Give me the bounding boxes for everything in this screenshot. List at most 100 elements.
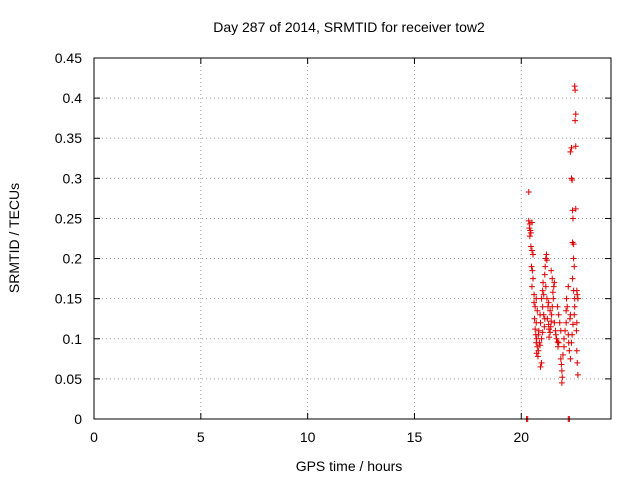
data-point [559, 374, 566, 381]
data-point [557, 355, 564, 362]
data-point [572, 143, 579, 150]
data-point [563, 307, 570, 314]
data-point [569, 207, 576, 214]
y-tick-label: 0.4 [63, 90, 83, 106]
y-tick-labels: 0 0.05 0.1 0.15 0.2 0.25 0.3 0.35 0.4 0.45 [55, 50, 82, 427]
data-point [574, 371, 581, 378]
data-point [547, 323, 554, 330]
data-point [570, 255, 577, 262]
data-point [538, 359, 545, 366]
data-point [570, 241, 577, 248]
data-point [558, 367, 565, 374]
data-point [535, 331, 542, 338]
data-point [572, 111, 579, 118]
data-point [562, 327, 569, 334]
data-point [553, 335, 560, 342]
data-point [541, 271, 548, 278]
data-point [539, 303, 546, 310]
data-point [569, 275, 576, 282]
data-point [538, 295, 545, 302]
data-point [530, 275, 537, 282]
data-point [574, 291, 581, 298]
data-point [540, 311, 547, 318]
y-tick-label: 0.15 [55, 291, 82, 307]
data-point [549, 303, 556, 310]
data-point [532, 326, 539, 333]
data-point [567, 355, 574, 362]
data-point [573, 319, 580, 326]
data-point [551, 279, 558, 286]
data-point [548, 311, 555, 318]
data-point [559, 351, 566, 358]
data-point [573, 327, 580, 334]
data-point [531, 299, 538, 306]
data-point [568, 339, 575, 346]
data-point [571, 311, 578, 318]
data-point [569, 321, 576, 328]
data-point [525, 217, 532, 224]
plot-frame [93, 57, 612, 420]
data-point [548, 267, 555, 274]
data-point [574, 359, 581, 366]
data-point [571, 303, 578, 310]
y-tick-label: 0.45 [55, 50, 82, 66]
data-point [529, 267, 536, 274]
data-point [531, 291, 538, 298]
y-tick-label: 0.05 [55, 371, 82, 387]
data-point [571, 263, 578, 270]
data-point [537, 342, 544, 349]
y-tick-label: 0 [74, 411, 82, 427]
data-point [547, 307, 554, 314]
data-point [569, 176, 576, 183]
data-point [528, 247, 535, 254]
data-point [539, 329, 546, 336]
data-point [540, 291, 547, 298]
data-point [527, 243, 534, 250]
grid-lines [94, 58, 611, 419]
data-point [555, 343, 562, 350]
data-point [525, 188, 532, 195]
data-point [535, 347, 542, 354]
y-tick-label: 0.25 [55, 210, 82, 226]
data-point [530, 251, 537, 258]
data-point [552, 331, 559, 338]
data-point [555, 339, 562, 346]
x-tick-labels: 0 5 10 15 20 [90, 429, 529, 445]
data-point [554, 303, 561, 310]
data-point [561, 335, 567, 342]
x-tick-label: 10 [300, 429, 316, 445]
data-point [572, 205, 579, 212]
data-point [538, 335, 545, 342]
data-point [540, 279, 547, 286]
x-axis-label: GPS time / hours [296, 458, 403, 474]
data-point [526, 233, 533, 240]
data-point [569, 215, 576, 222]
data-point [533, 295, 540, 302]
data-point [564, 303, 571, 310]
data-point [572, 87, 579, 94]
data-point [528, 283, 535, 290]
data-point [547, 329, 554, 336]
data-point [566, 347, 573, 354]
data-point [558, 379, 565, 386]
data-point [565, 283, 572, 290]
data-point [541, 315, 548, 322]
data-point [546, 334, 553, 341]
data-point [534, 307, 541, 314]
data-point [528, 219, 535, 226]
y-tick-label: 0.35 [55, 130, 82, 146]
data-point [534, 353, 541, 360]
data-point [563, 319, 570, 326]
data-point [542, 283, 549, 290]
data-point [532, 303, 539, 310]
data-point [568, 144, 575, 151]
data-point [549, 289, 556, 296]
data-point [528, 263, 535, 270]
data-point [550, 295, 557, 302]
data-point [543, 295, 550, 302]
data-point [563, 295, 570, 302]
data-point [541, 323, 548, 330]
chart-title: Day 287 of 2014, SRMTID for receiver tow… [213, 19, 485, 35]
data-point [572, 117, 579, 124]
data-point [574, 295, 581, 302]
